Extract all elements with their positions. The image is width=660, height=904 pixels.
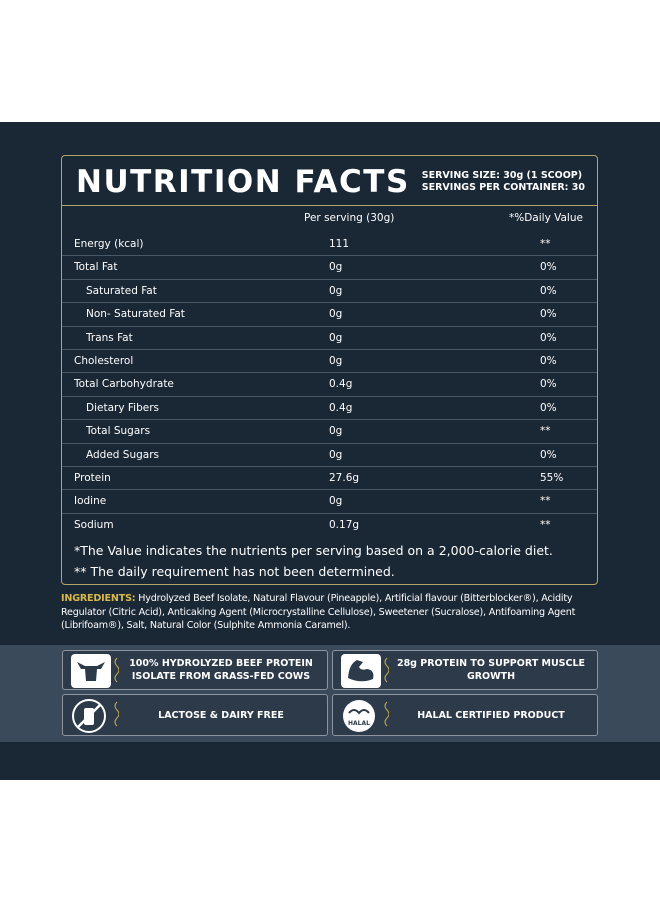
table-row: Trans Fat 0g 0% <box>62 327 597 350</box>
nutrient-name: Total Sugars <box>86 425 151 438</box>
daily-value: ** <box>540 238 551 250</box>
nutrient-amount: 0g <box>329 261 343 274</box>
feature: 100% HYDROLYZED BEEF PROTEIN ISOLATE FRO… <box>62 650 328 690</box>
footnote: ** The daily requirement has not been de… <box>74 564 395 579</box>
nutrient-name: Iodine <box>74 495 107 508</box>
ingredients: INGREDIENTS: Hydrolyzed Beef Isolate, Na… <box>61 592 606 633</box>
table-row: Cholesterol 0g 0% <box>62 350 597 374</box>
nutrition-box: NUTRITION FACTS SERVING SIZE: 30g (1 SCO… <box>61 155 598 585</box>
nutrient-amount: 0g <box>329 448 343 461</box>
daily-value: ** <box>540 495 551 508</box>
title: NUTRITION FACTS <box>76 164 410 200</box>
no-dairy-icon <box>72 699 119 733</box>
muscle-icon <box>341 654 389 688</box>
daily-value: 0% <box>540 261 557 274</box>
ingredients-label: INGREDIENTS: <box>61 593 136 604</box>
nutrient-name: Total Fat <box>74 261 118 274</box>
table-row: Sodium 0.17g ** <box>62 514 597 536</box>
nutrient-amount: 0.4g <box>329 401 353 414</box>
feature-text: LACTOSE & DAIRY FREE <box>158 709 284 721</box>
table-row: Added Sugars 0g 0% <box>62 444 597 467</box>
nutrient-name: Added Sugars <box>86 448 159 461</box>
table-row: Energy (kcal) 111 ** <box>62 233 597 257</box>
nutrient-name: Non- Saturated Fat <box>86 308 185 321</box>
feature-text: HALAL CERTIFIED PRODUCT <box>417 709 565 721</box>
nutrient-amount: 0.4g <box>329 378 353 391</box>
cow-icon <box>71 654 119 688</box>
column-header: Per serving (30g) <box>304 212 395 224</box>
nutrient-name: Trans Fat <box>86 331 133 344</box>
table-row: Iodine 0g ** <box>62 490 597 514</box>
footnote: *The Value indicates the nutrients per s… <box>74 543 553 558</box>
table: Energy (kcal) 111 ** Total Fat 0g 0% Saturated… <box>62 233 597 536</box>
daily-value: 0% <box>540 308 557 321</box>
table-row: Saturated Fat 0g 0% <box>62 280 597 304</box>
nutrient-name: Saturated Fat <box>86 284 157 297</box>
daily-value: 0% <box>540 284 557 297</box>
feature: HALAL HALAL CERTIFIED PRODUCT <box>332 694 598 736</box>
feature: LACTOSE & DAIRY FREE <box>62 694 328 736</box>
nutrient-amount: 0g <box>329 331 343 344</box>
table-row: Total Carbohydrate 0.4g 0% <box>62 373 597 397</box>
nutrient-name: Cholesterol <box>74 354 134 367</box>
column-header: *%Daily Value <box>509 212 583 224</box>
daily-value: 0% <box>540 331 557 344</box>
daily-value: ** <box>540 425 551 438</box>
nutrient-name: Protein <box>74 471 111 484</box>
daily-value: 0% <box>540 448 557 461</box>
daily-value: ** <box>540 518 551 531</box>
nutrient-amount: 27.6g <box>329 471 360 484</box>
nutrient-amount: 0g <box>329 284 343 297</box>
daily-value: 0% <box>540 378 557 391</box>
table-row: Protein 27.6g 55% <box>62 467 597 491</box>
nutrient-amount: 0g <box>329 495 343 508</box>
halal-badge: HALAL <box>348 720 370 727</box>
nutrient-name: Total Carbohydrate <box>74 378 174 391</box>
nutrient-amount: 0g <box>329 425 343 438</box>
serving-info: SERVING SIZE: 30g (1 SCOOP) SERVINGS PER… <box>422 170 585 194</box>
table-row: Total Fat 0g 0% <box>62 256 597 280</box>
nutrient-amount: 0.17g <box>329 518 360 531</box>
ingredients-text: Hydrolyzed Beef Isolate, Natural Flavour… <box>61 593 576 631</box>
daily-value: 0% <box>540 401 557 414</box>
daily-value: 0% <box>540 354 557 367</box>
feature-text: 28g PROTEIN TO SUPPORT MUSCLE GROWTH <box>396 658 586 682</box>
nutrient-name: Energy (kcal) <box>74 238 144 250</box>
divider <box>62 205 597 206</box>
halal-icon: HALAL <box>343 700 389 732</box>
table-row: Total Sugars 0g ** <box>62 420 597 444</box>
nutrient-name: Dietary Fibers <box>86 401 159 414</box>
feature: 28g PROTEIN TO SUPPORT MUSCLE GROWTH <box>332 650 598 690</box>
serving-size: SERVING SIZE: 30g (1 SCOOP) <box>421 170 583 181</box>
daily-value: 55% <box>540 471 564 484</box>
table-row: Non- Saturated Fat 0g 0% <box>62 303 597 327</box>
footnotes: *The Value indicates the nutrients per s… <box>74 540 553 582</box>
servings-per-container: SERVINGS PER CONTAINER: 30 <box>421 182 585 193</box>
nutrient-amount: 0g <box>329 308 343 321</box>
nutrient-amount: 0g <box>329 354 343 367</box>
table-row: Dietary Fibers 0.4g 0% <box>62 397 597 421</box>
nutrient-amount: 111 <box>329 238 350 250</box>
feature-text: 100% HYDROLYZED BEEF PROTEIN ISOLATE FRO… <box>129 658 313 682</box>
nutrient-name: Sodium <box>74 518 114 531</box>
